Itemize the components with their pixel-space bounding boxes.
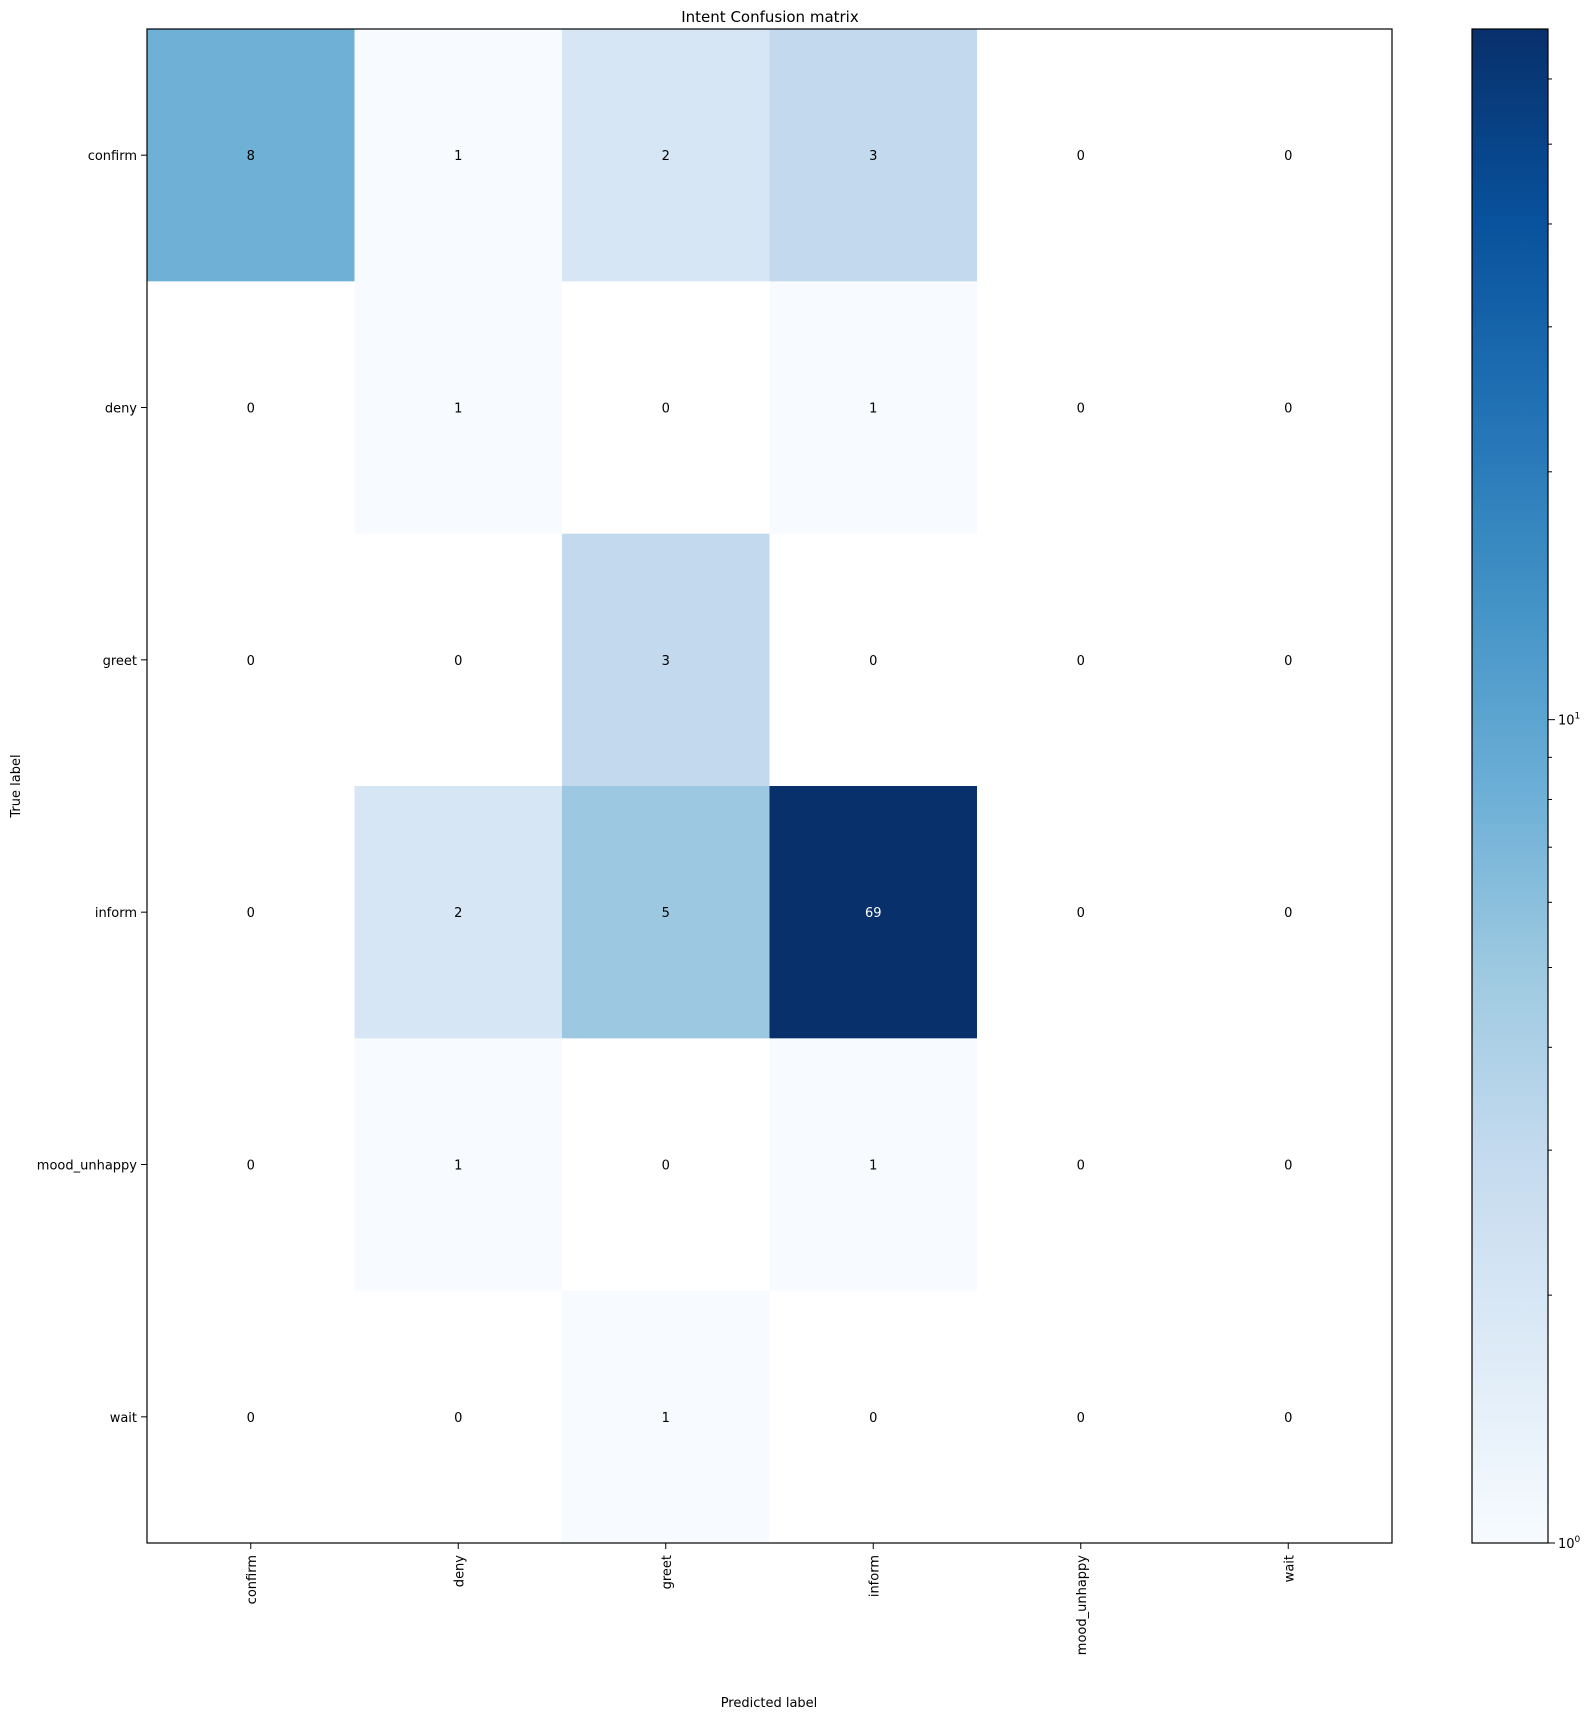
heatmap-cell <box>147 533 355 787</box>
colorbar <box>1471 28 1549 1544</box>
x-axis-label: Predicted label <box>721 1696 818 1711</box>
heatmap-cell <box>769 29 978 282</box>
y-axis-label: True label <box>9 754 24 818</box>
cell-value-label: 1 <box>662 1411 670 1426</box>
y-tick-label: confirm <box>88 149 137 164</box>
cell-value-label: 0 <box>1077 906 1085 921</box>
cell-value-label: 0 <box>1077 1159 1085 1174</box>
cell-value-label: 2 <box>662 149 670 164</box>
heatmap-cell <box>977 281 1185 535</box>
heatmap-cell <box>354 281 563 535</box>
cell-value-label: 0 <box>1077 402 1085 417</box>
heatmap-cell <box>977 786 1185 1039</box>
cell-value-label: 0 <box>1077 1411 1085 1426</box>
heatmap-cell <box>1184 29 1393 282</box>
cell-value-label: 1 <box>454 1159 462 1174</box>
cell-value-label: 0 <box>247 906 255 921</box>
heatmap-cell <box>1184 786 1393 1039</box>
cell-value-label: 0 <box>662 402 670 417</box>
heatmap-cell <box>354 1290 563 1544</box>
heatmap-cell <box>1184 1038 1393 1292</box>
heatmap-cell <box>769 1038 978 1292</box>
cell-value-label: 0 <box>1077 149 1085 164</box>
x-tick-label: inform <box>867 1555 882 1597</box>
heatmap-cell <box>769 1290 978 1544</box>
heatmap-cell <box>1184 1290 1393 1544</box>
cell-value-label: 1 <box>869 402 877 417</box>
heatmap-cell <box>354 786 563 1039</box>
x-axis-ticks: confirm deny greet inform mood_unhappy wait <box>245 1543 1297 1656</box>
cell-value-label: 2 <box>454 906 462 921</box>
cell-value-label: 0 <box>1284 402 1292 417</box>
cell-value-label: 0 <box>869 654 877 669</box>
cell-value-label: 1 <box>454 149 462 164</box>
cell-value-label: 0 <box>1284 906 1292 921</box>
colorbar-tick-label: 100 <box>1558 1535 1581 1552</box>
cell-value-label: 1 <box>454 402 462 417</box>
y-tick-label: inform <box>95 906 137 921</box>
cell-value-label: 0 <box>1284 1159 1292 1174</box>
heatmap-cell <box>977 1290 1185 1544</box>
heatmap-cell <box>1184 281 1393 535</box>
heatmap-cell <box>1184 533 1393 787</box>
heatmap-cell <box>147 786 355 1039</box>
heatmap-cell <box>147 281 355 535</box>
cell-value-label: 3 <box>869 149 877 164</box>
heatmap-cell <box>562 1290 770 1544</box>
colorbar-ticks: 100 101 <box>1548 78 1581 1552</box>
cell-value-label: 5 <box>662 906 670 921</box>
heatmap-cell <box>147 1290 355 1544</box>
heatmap-cells: 8 1 2 3 0 0 0 1 0 1 0 0 0 0 3 0 0 0 0 2 5 69 0 0 0 1 0 1 0 0 0 0 1 0 0 0 <box>147 29 1393 1544</box>
heatmap-cell <box>769 533 978 787</box>
heatmap-cell <box>147 29 355 282</box>
cell-value-label: 3 <box>662 654 670 669</box>
heatmap-cell <box>354 1038 563 1292</box>
heatmap-cell <box>562 29 770 282</box>
heatmap-cell <box>977 29 1185 282</box>
heatmap-cell <box>562 281 770 535</box>
cell-value-label: 0 <box>454 1411 462 1426</box>
cell-value-label: 0 <box>247 402 255 417</box>
x-tick-label: mood_unhappy <box>1075 1555 1090 1656</box>
heatmap-cell <box>562 786 770 1039</box>
cell-value-label: 0 <box>1284 1411 1292 1426</box>
cell-value-label: 0 <box>662 1159 670 1174</box>
cell-value-label: 0 <box>454 654 462 669</box>
heatmap-cell <box>977 1038 1185 1292</box>
y-tick-label: deny <box>105 402 137 417</box>
y-tick-label: greet <box>103 654 137 669</box>
plot-frame <box>146 28 1393 1544</box>
x-tick-label: greet <box>660 1555 675 1589</box>
heatmap-cell <box>769 786 978 1039</box>
heatmap-cell <box>147 1038 355 1292</box>
colorbar-tick-label: 101 <box>1558 712 1580 729</box>
x-tick-label: confirm <box>245 1555 260 1604</box>
heatmap-cell <box>977 533 1185 787</box>
cell-value-label: 0 <box>1077 654 1085 669</box>
cell-value-label: 0 <box>869 1411 877 1426</box>
x-tick-label: deny <box>452 1555 467 1587</box>
heatmap-cell <box>354 29 563 282</box>
cell-value-label: 69 <box>865 906 882 921</box>
cell-value-label: 0 <box>247 654 255 669</box>
cell-value-label: 0 <box>247 1159 255 1174</box>
heatmap-cell <box>562 533 770 787</box>
cell-value-label: 8 <box>247 149 255 164</box>
chart-title: Intent Confusion matrix <box>681 8 859 26</box>
cell-value-label: 1 <box>869 1159 877 1174</box>
x-tick-label: wait <box>1282 1555 1297 1582</box>
heatmap-cell <box>769 281 978 535</box>
cell-value-label: 0 <box>247 1411 255 1426</box>
cell-value-label: 0 <box>1284 654 1292 669</box>
cell-value-label: 0 <box>1284 149 1292 164</box>
y-tick-label: mood_unhappy <box>37 1159 138 1174</box>
heatmap-cell <box>354 533 563 787</box>
heatmap-cell <box>562 1038 770 1292</box>
y-tick-label: wait <box>110 1411 137 1426</box>
